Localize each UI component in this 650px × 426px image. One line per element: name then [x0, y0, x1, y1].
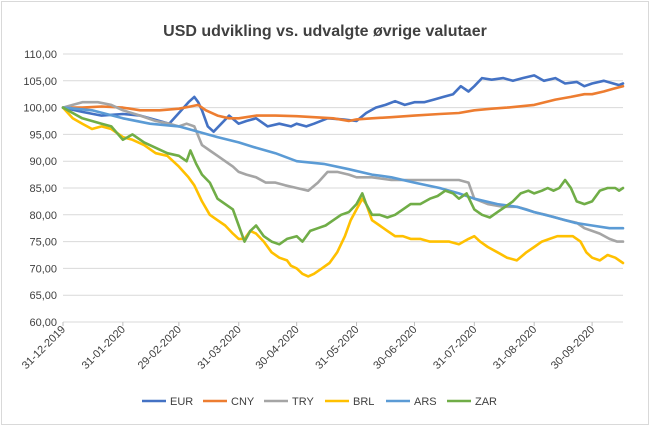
- series-line-zar: [61, 106, 625, 246]
- series-line-cny: [61, 84, 625, 123]
- y-tick-label: 85,00: [29, 183, 57, 195]
- y-tick-label: 60,00: [29, 317, 57, 329]
- y-tick-label: 110,00: [24, 49, 57, 61]
- x-tick-label: 31-01-2020: [80, 324, 128, 372]
- x-tick-label: 31-03-2020: [196, 324, 244, 372]
- legend-label-zar: ZAR: [475, 396, 497, 408]
- series-line-ars: [61, 106, 625, 230]
- series-line-eur: [61, 74, 625, 133]
- y-tick-label: 95,00: [29, 129, 57, 141]
- y-tick-label: 70,00: [29, 263, 57, 275]
- x-axis-ticks: 31-12-2019 31-01-2020 29-02-2020 31-03-2020…: [20, 322, 597, 372]
- legend-label-brl: BRL: [353, 396, 374, 408]
- x-tick-label: 30-06-2020: [371, 324, 419, 372]
- x-tick-label: 30-09-2020: [549, 324, 597, 372]
- x-tick-label: 29-02-2020: [136, 324, 184, 372]
- gridlines: [63, 53, 623, 323]
- legend-label-ars: ARS: [414, 396, 437, 408]
- legend-label-cny: CNY: [231, 396, 255, 408]
- y-tick-label: 90,00: [29, 156, 57, 168]
- series-line-brl: [61, 106, 625, 278]
- y-tick-label: 80,00: [29, 210, 57, 222]
- legend-label-eur: EUR: [170, 396, 193, 408]
- x-tick-label: 31-12-2019: [20, 324, 68, 372]
- x-tick-label: 31-05-2020: [313, 324, 361, 372]
- legend-label-try: TRY: [292, 396, 314, 408]
- y-tick-label: 100,00: [23, 103, 57, 115]
- chart-title: USD udvikling vs. udvalgte øvrige valuta…: [163, 23, 487, 40]
- legend: EUR CNY TRY BRL ARS ZAR: [142, 396, 497, 408]
- series-lines: [61, 74, 625, 278]
- x-tick-label: 31-08-2020: [491, 324, 539, 372]
- y-tick-label: 65,00: [29, 290, 57, 302]
- x-tick-label: 31-07-2020: [431, 324, 479, 372]
- y-tick-label: 75,00: [29, 237, 57, 249]
- x-tick-label: 30-04-2020: [253, 324, 301, 372]
- y-axis-ticks: 60,00 65,00 70,00 75,00 80,00 85,00 90,00 95,00…: [23, 49, 57, 329]
- y-tick-label: 105,00: [23, 76, 57, 88]
